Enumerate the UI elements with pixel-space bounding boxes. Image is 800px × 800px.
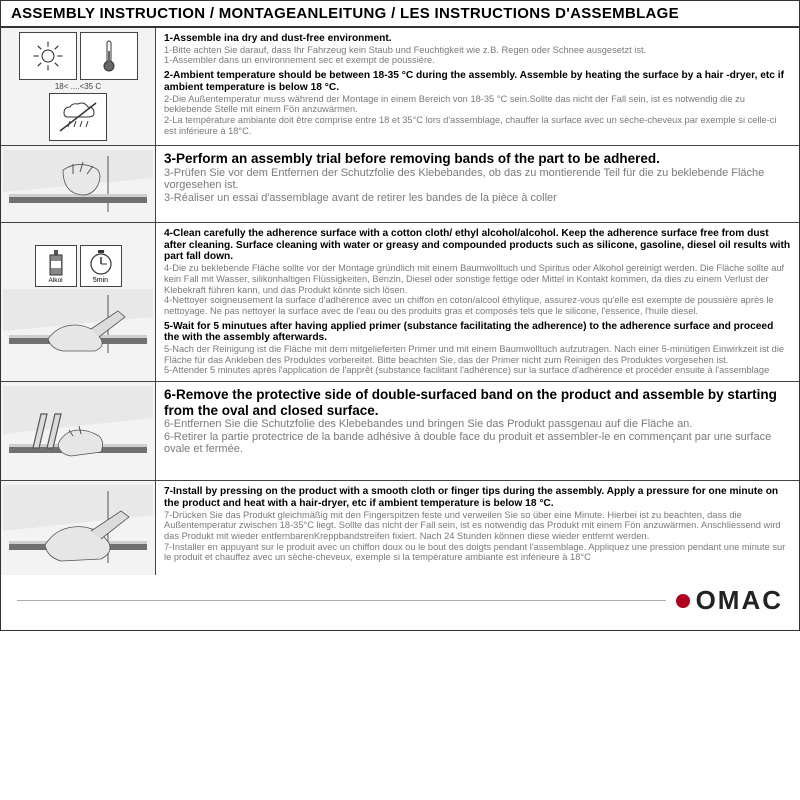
step-7: 7-Install by pressing on the product wit… (164, 486, 791, 563)
rail-press-icon (3, 485, 153, 571)
step-4-primary: 4-Clean carefully the adherence surface … (164, 228, 791, 263)
step1-icon: 18< ....<35 C (1, 28, 156, 145)
footer: OMAC (1, 575, 799, 630)
page-title: ASSEMBLY INSTRUCTION / MONTAGEANLEITUNG … (1, 1, 799, 28)
step-3-de: 3-Prüfen Sie vor dem Entfernen der Schut… (164, 167, 791, 192)
temp-range-label: 18< ....<35 C (55, 82, 101, 91)
step-1: 1-Assemble ina dry and dust-free environ… (164, 33, 791, 66)
step-4: 4-Clean carefully the adherence surface … (164, 228, 791, 317)
step-2-de: 2-Die Außentemperatur muss während der M… (164, 94, 791, 115)
step-6-primary: 6-Remove the protective side of double-s… (164, 387, 791, 418)
sun-icon (19, 32, 77, 80)
step-7-fr: 7-Installer en appuyant sur le produit a… (164, 542, 791, 563)
step-5-primary: 5-Wait for 5 minutues after having appli… (164, 321, 791, 344)
step6-text: 6-Remove the protective side of double-s… (156, 382, 799, 480)
step-2: 2-Ambient temperature should be between … (164, 70, 791, 136)
footer-divider (17, 600, 666, 601)
step-7-de: 7-Drücken Sie das Produkt gleichmäßig mi… (164, 510, 791, 542)
timer-icon: 5min (80, 245, 122, 287)
brand-logo: OMAC (676, 585, 783, 616)
step-5: 5-Wait for 5 minutues after having appli… (164, 321, 791, 377)
step-3: 3-Perform an assembly trial before remov… (164, 151, 791, 204)
step-5-de: 5-Nach der Reinigung ist die Fläche mit … (164, 344, 791, 365)
step6-icon (1, 382, 156, 480)
step-6-fr: 6-Retirer la partie protectrice de la ba… (164, 431, 791, 456)
step7-text: 7-Install by pressing on the product wit… (156, 481, 799, 575)
step-2-primary: 2-Ambient temperature should be between … (164, 70, 791, 93)
rail-trial-icon (3, 150, 153, 218)
step-row-5: 7-Install by pressing on the product wit… (1, 481, 799, 575)
step-3-fr: 3-Réaliser un essai d'assemblage avant d… (164, 192, 791, 205)
logo-dot-icon (676, 594, 690, 608)
step-2-fr: 2-La température ambiante doit être comp… (164, 115, 791, 136)
alcohol-bottle-icon: Alkol (35, 245, 77, 287)
instruction-sheet: ASSEMBLY INSTRUCTION / MONTAGEANLEITUNG … (0, 0, 800, 631)
step-6: 6-Remove the protective side of double-s… (164, 387, 791, 456)
rail-peel-icon (3, 386, 153, 476)
rail-clean-icon (3, 289, 153, 359)
step-row-2: 3-Perform an assembly trial before remov… (1, 146, 799, 223)
logo-text: OMAC (696, 585, 783, 616)
step-row-1: 18< ....<35 C 1-Assemble ina dry and dus… (1, 28, 799, 146)
step1-text: 1-Assemble ina dry and dust-free environ… (156, 28, 799, 145)
step3-icon (1, 146, 156, 222)
step-1-de: 1-Bitte achten Sie darauf, dass Ihr Fahr… (164, 45, 791, 56)
step7-icon (1, 481, 156, 575)
step-7-primary: 7-Install by pressing on the product wit… (164, 486, 791, 509)
no-rain-icon (49, 93, 107, 141)
step-6-de: 6-Entfernen Sie die Schutzfolie des Kleb… (164, 418, 791, 431)
step-4-de: 4-Die zu beklebende Fläche sollte vor de… (164, 263, 791, 295)
thermometer-icon (80, 32, 138, 80)
step-1-fr: 1-Assembler dans un environnement sec et… (164, 55, 791, 66)
step-row-3: Alkol 5min (1, 223, 799, 382)
step-3-primary: 3-Perform an assembly trial before remov… (164, 151, 791, 167)
step3-text: 3-Perform an assembly trial before remov… (156, 146, 799, 222)
step-5-fr: 5-Attender 5 minutes après l'application… (164, 365, 791, 376)
step4-icon: Alkol 5min (1, 223, 156, 381)
step-1-primary: 1-Assemble ina dry and dust-free environ… (164, 33, 791, 45)
step-4-fr: 4-Nettoyer soigneusement la surface d'ad… (164, 295, 791, 316)
step4-text: 4-Clean carefully the adherence surface … (156, 223, 799, 381)
step-row-4: 6-Remove the protective side of double-s… (1, 382, 799, 481)
